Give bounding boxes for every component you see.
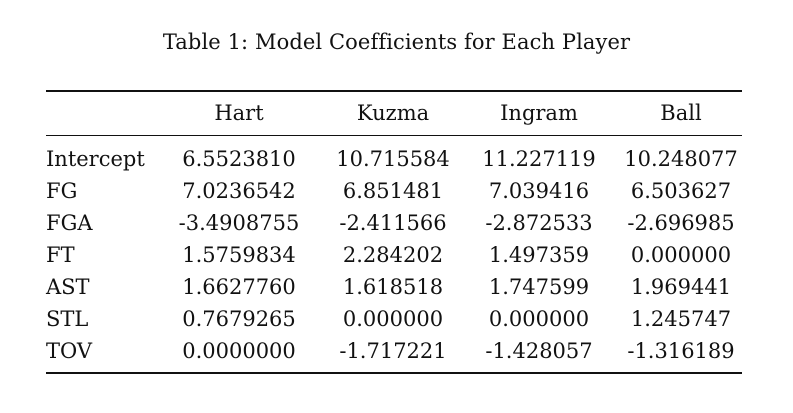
table-bottom-rule — [46, 372, 742, 374]
table-cell: 6.5523810 — [182, 147, 296, 171]
table-cell: 0.7679265 — [182, 307, 296, 331]
row-label-ft: FT — [46, 243, 75, 267]
table-cell: 1.747599 — [488, 275, 590, 299]
table-cell: 6.503627 — [630, 179, 732, 203]
table-cell: -2.696985 — [627, 211, 735, 235]
column-header-ball: Ball — [660, 101, 702, 125]
row-label-intercept: Intercept — [46, 147, 145, 171]
row-label-ast: AST — [46, 275, 90, 299]
table-cell: 0.0000000 — [182, 339, 296, 363]
table-caption: Table 1: Model Coefficients for Each Pla… — [162, 30, 631, 54]
table-cell: -1.428057 — [485, 339, 593, 363]
row-label-tov: TOV — [46, 339, 93, 363]
table-cell: 1.969441 — [630, 275, 732, 299]
table-cell: 1.6627760 — [182, 275, 296, 299]
column-header-kuzma: Kuzma — [356, 101, 430, 125]
table-cell: -1.717221 — [339, 339, 447, 363]
table-cell: 0.000000 — [342, 307, 444, 331]
row-label-fga: FGA — [46, 211, 93, 235]
table-cell: -3.4908755 — [178, 211, 300, 235]
column-header-ingram: Ingram — [500, 101, 578, 125]
table-cell: 2.284202 — [342, 243, 444, 267]
table-cell: 6.851481 — [342, 179, 444, 203]
table-cell: -1.316189 — [627, 339, 735, 363]
row-label-fg: FG — [46, 179, 78, 203]
table-cell: 1.618518 — [342, 275, 444, 299]
row-label-stl: STL — [46, 307, 89, 331]
table-cell: 7.039416 — [488, 179, 590, 203]
table-top-rule — [46, 90, 742, 92]
column-header-hart: Hart — [214, 101, 264, 125]
table-cell: 0.000000 — [488, 307, 590, 331]
table-cell: 0.000000 — [630, 243, 732, 267]
table-cell: 1.245747 — [630, 307, 732, 331]
table-cell: 1.5759834 — [182, 243, 296, 267]
table-cell: 7.0236542 — [182, 179, 296, 203]
table-cell: 11.227119 — [482, 147, 596, 171]
table-cell: 10.248077 — [624, 147, 738, 171]
table-cell: 1.497359 — [488, 243, 590, 267]
table-header-rule — [46, 135, 742, 136]
table-cell: -2.411566 — [339, 211, 447, 235]
table-cell: -2.872533 — [485, 211, 593, 235]
table-cell: 10.715584 — [336, 147, 450, 171]
